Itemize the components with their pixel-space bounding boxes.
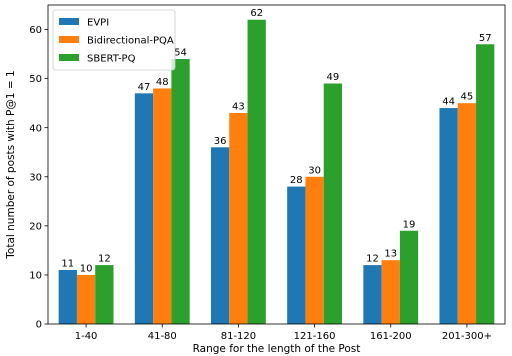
x-tick-label: 201-300+ <box>442 331 492 342</box>
plot-frame <box>47 4 506 325</box>
bar-value-label: 12 <box>366 254 379 265</box>
bar <box>381 260 400 324</box>
bar <box>287 186 306 324</box>
legend-box <box>52 9 176 71</box>
x-axis: 1-40 41-80 81-120 121-160 161-200 201-300+ <box>75 324 492 342</box>
y-tick-label: 60 <box>29 25 42 36</box>
bar <box>439 108 458 324</box>
x-tick-label: 1-40 <box>75 331 98 342</box>
bar-value-label: 57 <box>479 33 492 44</box>
bar-value-label: 62 <box>250 8 263 19</box>
bar-value-label: 11 <box>61 259 74 270</box>
x-tick-label: 41-80 <box>148 331 177 342</box>
bar <box>95 265 114 324</box>
legend-label: EVPI <box>87 18 109 29</box>
bar-value-label: 54 <box>174 47 187 58</box>
y-tick-label: 40 <box>29 123 42 134</box>
y-axis-label: Total number of posts with P@1 = 1 <box>5 70 17 259</box>
bar <box>305 176 324 324</box>
bar <box>76 274 96 324</box>
bar-value-label: 30 <box>308 165 321 176</box>
legend-label: SBERT-PQ <box>87 54 136 65</box>
bar <box>457 103 477 325</box>
legend-label: Bidirectional-PQA <box>87 36 174 47</box>
legend-swatch <box>59 18 79 25</box>
bar <box>323 83 343 325</box>
legend-swatch <box>59 54 79 61</box>
y-tick-label: 20 <box>29 221 42 232</box>
bar-value-label: 49 <box>326 72 339 83</box>
y-axis: 0 10 20 30 40 50 60 <box>29 25 48 331</box>
bar <box>229 112 248 324</box>
bar-value-label: 10 <box>80 263 93 274</box>
bar <box>153 88 172 324</box>
bar <box>247 19 266 324</box>
y-tick-label: 30 <box>29 172 42 183</box>
bar-value-label: 13 <box>384 249 397 260</box>
bar-value-label: 36 <box>214 136 227 147</box>
bar-value-label: 48 <box>156 77 169 88</box>
x-tick-label: 81-120 <box>221 331 256 342</box>
bar-value-label: 47 <box>138 82 151 93</box>
bar-value-label: 12 <box>98 254 111 265</box>
bar <box>58 270 77 324</box>
y-tick-label: 0 <box>36 320 42 331</box>
y-tick-label: 50 <box>29 74 42 85</box>
legend: EVPI Bidirectional-PQA SBERT-PQ <box>52 9 176 71</box>
bars-layer <box>58 19 495 325</box>
data-labels-layer: 11 10 12 47 48 54 36 43 62 28 30 49 12 13 19 44 45 57 <box>61 8 491 274</box>
bar-value-label: 28 <box>290 175 303 186</box>
bar-value-label: 45 <box>461 92 474 103</box>
bar <box>210 147 230 324</box>
bar-value-label: 19 <box>403 219 416 230</box>
y-tick-label: 10 <box>29 271 42 282</box>
bar <box>171 58 190 324</box>
bar <box>399 230 419 324</box>
x-tick-label: 121-160 <box>294 331 336 342</box>
x-axis-label: Range for the length of the Post <box>193 343 361 355</box>
bar <box>363 265 382 324</box>
x-tick-label: 161-200 <box>370 331 412 342</box>
bar-value-label: 44 <box>442 97 455 108</box>
legend-swatch <box>59 36 79 43</box>
bar-value-label: 43 <box>232 101 245 112</box>
bar <box>476 44 495 325</box>
bar <box>134 93 154 324</box>
